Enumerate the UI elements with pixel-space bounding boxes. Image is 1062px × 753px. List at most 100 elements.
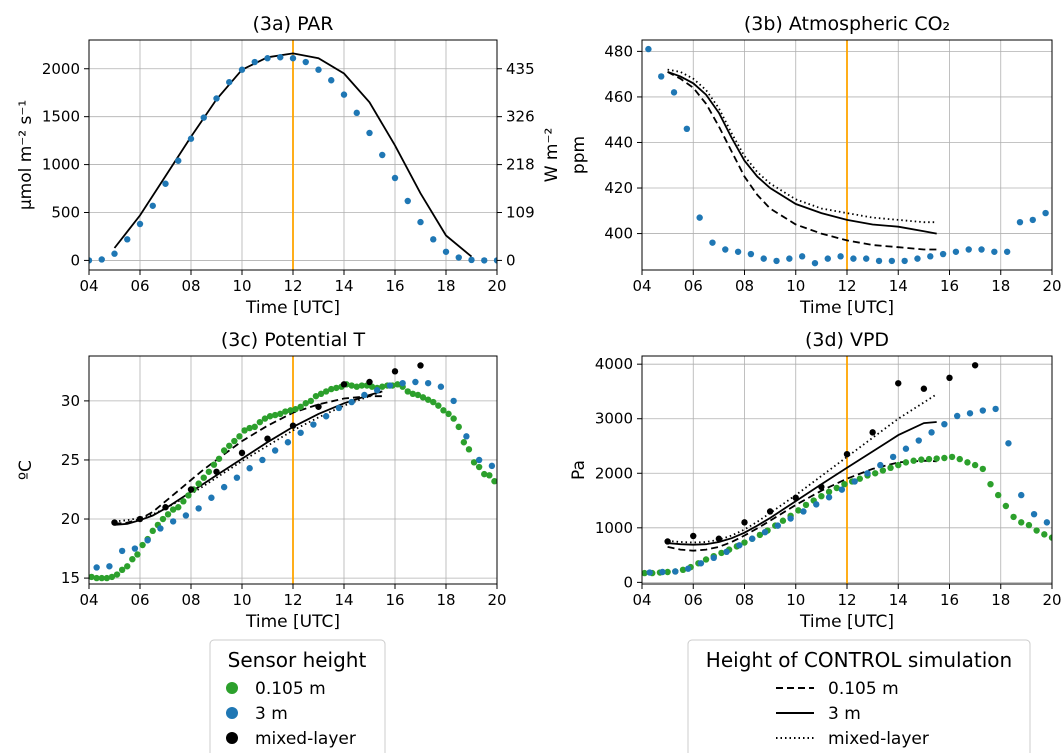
- x-tick-label: 04: [79, 591, 98, 609]
- data-point: [1018, 519, 1025, 526]
- data-point: [875, 257, 883, 265]
- data-point: [340, 91, 348, 98]
- data-point: [455, 254, 462, 261]
- data-point: [419, 394, 427, 401]
- data-point: [902, 445, 910, 452]
- y-tick-label: 2000: [595, 464, 633, 482]
- data-point: [358, 382, 366, 389]
- data-point: [811, 259, 819, 267]
- data-point: [658, 73, 665, 80]
- legend-frame: [209, 639, 386, 753]
- y-axis-label-right: W m⁻²: [542, 128, 562, 183]
- chart-3a: 04 06 08 10 12 14 16 18 200500100015002000010921…: [16, 13, 562, 318]
- data-point: [696, 214, 703, 221]
- data-point: [914, 255, 921, 262]
- data-point: [233, 474, 241, 481]
- data-point: [103, 574, 111, 582]
- data-point: [236, 433, 243, 440]
- data-point: [215, 455, 223, 462]
- data-point: [200, 114, 207, 121]
- data-point: [442, 248, 450, 255]
- data-point: [895, 461, 902, 469]
- data-point: [315, 403, 322, 410]
- x-tick-label: 18: [436, 591, 455, 609]
- data-point: [915, 437, 922, 444]
- data-point: [833, 484, 840, 492]
- data-point: [379, 383, 386, 390]
- data-point: [734, 248, 742, 255]
- data-point: [979, 465, 987, 473]
- data-point: [818, 492, 825, 500]
- legend-label: 3 m: [828, 704, 861, 724]
- x-tick-label: 10: [786, 591, 805, 609]
- x-tick-label: 14: [334, 591, 353, 609]
- data-point: [353, 383, 360, 390]
- data-point: [1025, 521, 1033, 529]
- data-point: [445, 410, 452, 418]
- data-point: [238, 449, 246, 457]
- x-tick-label: 16: [940, 591, 959, 609]
- data-point: [251, 58, 258, 66]
- data-point: [210, 461, 218, 468]
- data-point: [113, 571, 121, 578]
- data-point: [292, 405, 299, 413]
- data-point: [89, 573, 95, 581]
- data-point: [307, 397, 315, 405]
- series-group: [89, 362, 497, 582]
- data-point: [118, 547, 126, 555]
- data-point: [1005, 440, 1012, 447]
- data-point: [124, 236, 131, 243]
- data-point: [414, 391, 422, 399]
- data-point: [646, 569, 653, 576]
- data-point: [481, 470, 488, 478]
- data-point: [340, 381, 348, 388]
- data-point: [1030, 510, 1038, 518]
- y-tick-label: 440: [604, 133, 633, 151]
- data-point: [159, 515, 167, 523]
- x-tick-label: 14: [889, 591, 908, 609]
- data-point: [373, 387, 381, 394]
- data-point: [261, 415, 269, 422]
- series-line-dotted: [114, 390, 383, 523]
- x-tick-label: 18: [991, 277, 1010, 295]
- data-point: [205, 468, 213, 475]
- data-point: [366, 129, 373, 137]
- data-point: [187, 486, 195, 493]
- data-point: [220, 483, 228, 491]
- data-point: [1003, 248, 1011, 255]
- series-line-solid: [667, 421, 937, 546]
- y-tick-label-right: 0: [506, 251, 516, 269]
- data-point: [277, 410, 284, 418]
- x-tick-label: 08: [181, 591, 200, 609]
- chart-title: (3c) Potential T: [221, 329, 366, 351]
- data-point: [450, 397, 457, 405]
- data-point: [470, 459, 478, 466]
- data-point: [139, 541, 146, 549]
- data-point: [1048, 534, 1052, 541]
- data-point: [195, 480, 202, 487]
- data-point: [760, 255, 767, 262]
- data-point: [391, 368, 399, 375]
- data-point: [460, 439, 468, 446]
- data-point: [736, 542, 743, 549]
- data-point: [493, 257, 497, 264]
- data-point: [226, 442, 233, 449]
- x-tick-label: 04: [79, 277, 98, 295]
- x-tick-label: 06: [684, 277, 703, 295]
- data-point: [246, 424, 253, 432]
- data-point: [297, 403, 304, 410]
- data-point: [856, 475, 864, 482]
- legend-label: mixed-layer: [828, 729, 929, 749]
- data-point: [98, 256, 105, 263]
- data-point: [1018, 491, 1025, 499]
- y-tick-label: 15: [61, 569, 80, 587]
- data-point: [813, 501, 820, 508]
- data-point: [169, 518, 177, 525]
- data-point: [287, 407, 294, 414]
- data-point: [399, 379, 406, 387]
- data-point: [664, 568, 671, 576]
- data-point: [424, 379, 432, 387]
- data-point: [208, 494, 215, 501]
- x-tick-label: 12: [283, 277, 302, 295]
- legend-sensor-height: Sensor height 0.105 m 3 m mixed-layer: [209, 639, 386, 753]
